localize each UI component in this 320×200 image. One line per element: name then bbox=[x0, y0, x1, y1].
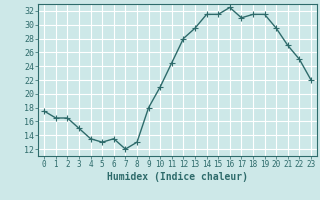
X-axis label: Humidex (Indice chaleur): Humidex (Indice chaleur) bbox=[107, 172, 248, 182]
